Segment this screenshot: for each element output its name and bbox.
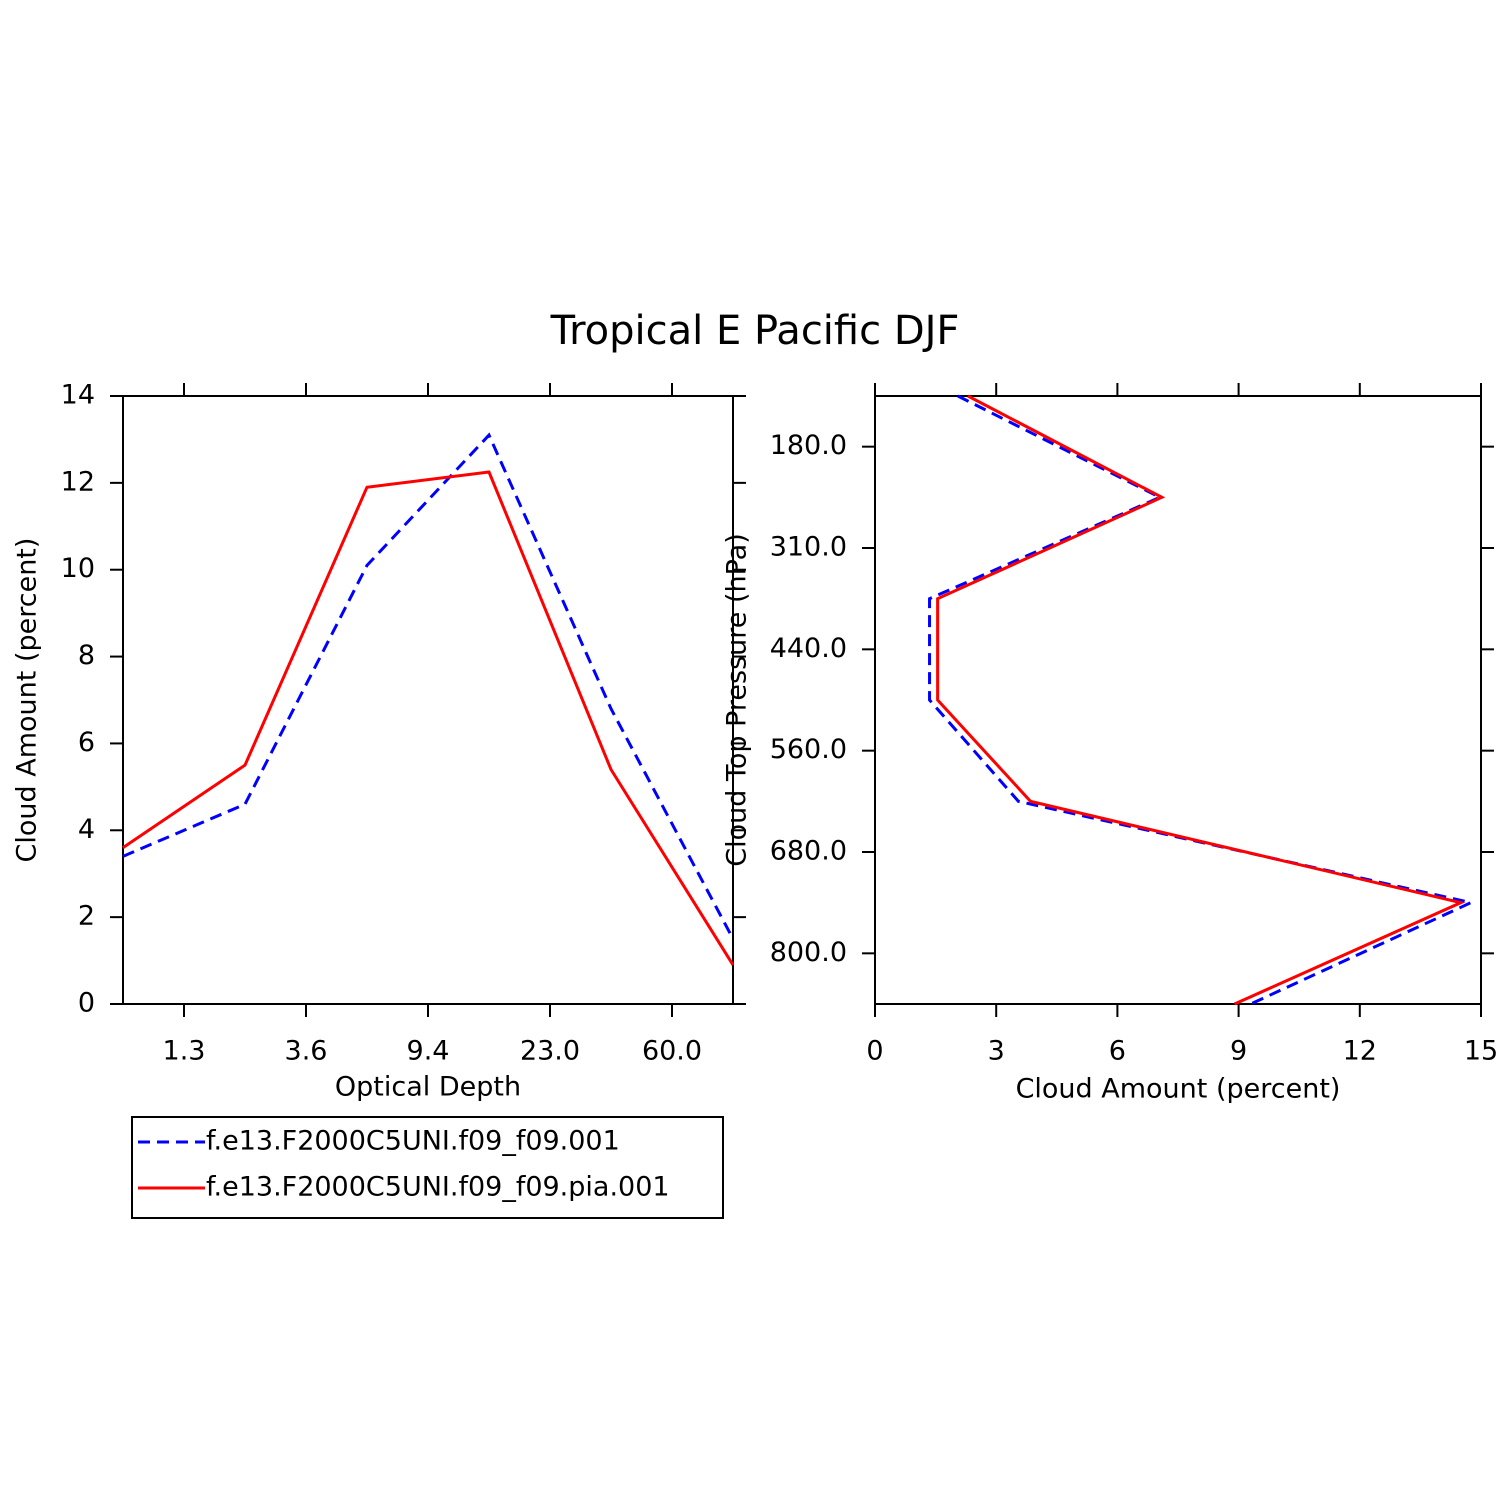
y-tick-label: 12 [61,466,95,497]
y-axis-label: Cloud Amount (percent) [12,538,43,863]
series-line [936,394,1466,1006]
y-tick-label: 180.0 [770,430,847,461]
legend-box [131,1116,724,1219]
y-tick-label: 14 [61,380,95,411]
x-tick-label: 0 [866,1036,883,1067]
plot-frame [874,395,1482,1005]
y-tick-label: 4 [78,814,95,845]
x-axis-label: Cloud Amount (percent) [1016,1074,1341,1105]
y-tick-label: 0 [78,988,95,1019]
x-tick-label: 3 [988,1036,1005,1067]
x-tick-label: 9 [1230,1036,1247,1067]
y-tick-label: 680.0 [770,836,847,867]
series-line [928,394,1476,1006]
y-tick-label: 800.0 [770,937,847,968]
y-tick-label: 6 [78,727,95,758]
plot-frame [122,395,734,1005]
x-tick-label: 23.0 [520,1036,580,1067]
x-tick-label: 12 [1343,1036,1377,1067]
legend-label: f.e13.F2000C5UNI.f09_f09.001 [206,1126,620,1157]
x-tick-label: 15 [1464,1036,1498,1067]
y-tick-label: 8 [78,640,95,671]
x-tick-label: 1.3 [163,1036,206,1067]
y-tick-label: 2 [78,901,95,932]
y-tick-label: 440.0 [770,633,847,664]
y-tick-label: 560.0 [770,734,847,765]
y-tick-label: 310.0 [770,532,847,563]
x-tick-label: 6 [1109,1036,1126,1067]
series-line [122,470,735,966]
series-line [122,432,735,940]
x-tick-label: 3.6 [285,1036,328,1067]
figure-title: Tropical E Pacific DJF [550,308,960,354]
y-axis-label: Cloud Top Pressure (hPa) [722,533,753,867]
x-tick-label: 60.0 [642,1036,702,1067]
legend-label: f.e13.F2000C5UNI.f09_f09.pia.001 [206,1172,670,1203]
x-tick-label: 9.4 [407,1036,450,1067]
y-tick-label: 10 [61,553,95,584]
x-axis-label: Optical Depth [335,1072,521,1103]
